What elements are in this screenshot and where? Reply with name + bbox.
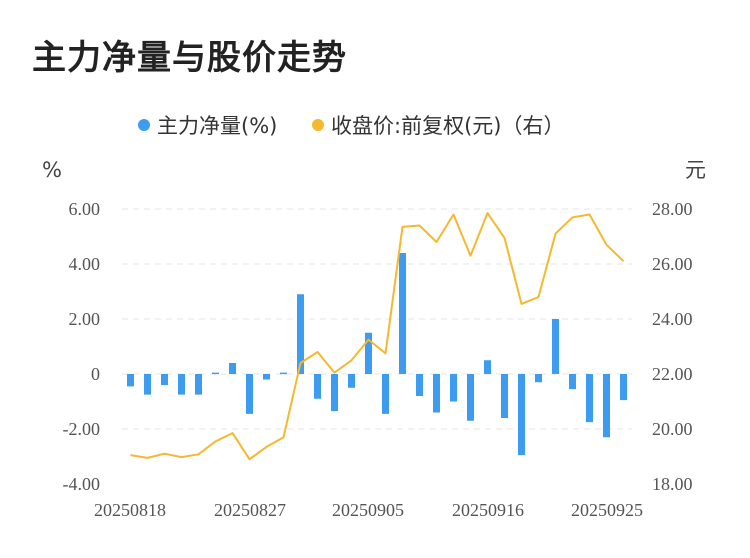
right-tick-label: 26.00 <box>652 254 693 274</box>
net-volume-bar[interactable] <box>467 374 474 421</box>
net-volume-bars <box>127 253 627 456</box>
legend-label-close-price[interactable]: 收盘价:前复权(元)（右） <box>331 114 564 138</box>
left-axis-unit: % <box>42 158 62 182</box>
net-volume-bar[interactable] <box>331 374 338 412</box>
left-axis-ticks: 6.00 4.00 2.00 0 -2.00 -4.00 <box>63 199 101 494</box>
net-volume-bar[interactable] <box>399 253 406 374</box>
net-volume-bar[interactable] <box>314 374 321 399</box>
net-volume-bar[interactable] <box>484 360 491 374</box>
x-tick-label: 20250827 <box>214 500 286 520</box>
net-volume-bar[interactable] <box>365 332 372 374</box>
net-volume-bar[interactable] <box>603 374 610 438</box>
right-axis-unit: 元 <box>685 158 706 182</box>
net-volume-bar[interactable] <box>195 374 202 395</box>
net-volume-bar[interactable] <box>569 374 576 390</box>
left-tick-label: 6.00 <box>69 199 101 219</box>
right-tick-label: 22.00 <box>652 364 693 384</box>
net-volume-bar[interactable] <box>161 374 168 385</box>
net-volume-bar[interactable] <box>280 372 287 375</box>
net-volume-bar[interactable] <box>518 374 525 456</box>
left-tick-label: 4.00 <box>69 254 101 274</box>
right-tick-label: 28.00 <box>652 199 693 219</box>
right-tick-label: 18.00 <box>652 474 693 494</box>
net-volume-bar[interactable] <box>246 374 253 414</box>
legend-label-net-volume[interactable]: 主力净量(%) <box>157 114 277 138</box>
net-volume-bar[interactable] <box>297 294 304 374</box>
x-tick-label: 20250916 <box>452 500 524 520</box>
legend-swatch-close-price <box>312 119 324 131</box>
net-volume-bar[interactable] <box>450 374 457 402</box>
net-volume-bar[interactable] <box>127 374 134 387</box>
x-tick-label: 20250818 <box>94 500 166 520</box>
right-tick-label: 20.00 <box>652 419 693 439</box>
net-volume-bar[interactable] <box>348 374 355 388</box>
left-tick-label: -2.00 <box>63 419 101 439</box>
net-volume-bar[interactable] <box>620 374 627 401</box>
net-volume-bar[interactable] <box>433 374 440 413</box>
chart-title: 主力净量与股价走势 <box>32 38 347 78</box>
net-volume-bar[interactable] <box>501 374 508 418</box>
net-volume-bar[interactable] <box>552 319 559 374</box>
grid-lines <box>122 208 632 430</box>
net-volume-bar[interactable] <box>229 363 236 374</box>
x-tick-label: 20250925 <box>571 500 643 520</box>
net-volume-bar[interactable] <box>144 374 151 395</box>
net-volume-bar[interactable] <box>263 374 270 380</box>
right-axis-ticks: 28.00 26.00 24.00 22.00 20.00 18.00 <box>652 199 693 494</box>
net-volume-bar[interactable] <box>212 372 219 375</box>
legend: 主力净量(%) 收盘价:前复权(元)（右） <box>138 114 564 138</box>
x-axis-ticks: 20250818 20250827 20250905 20250916 20250925 <box>94 500 643 520</box>
net-volume-bar[interactable] <box>178 374 185 395</box>
left-tick-label: -4.00 <box>63 474 101 494</box>
net-volume-bar[interactable] <box>382 374 389 414</box>
close-price-line[interactable] <box>130 212 625 461</box>
net-volume-bar[interactable] <box>535 374 542 383</box>
right-tick-label: 24.00 <box>652 309 693 329</box>
left-tick-label: 0 <box>91 364 100 384</box>
left-tick-label: 2.00 <box>69 309 101 329</box>
net-volume-bar[interactable] <box>586 374 593 423</box>
x-tick-label: 20250905 <box>332 500 404 520</box>
close-price-line-group <box>130 212 625 461</box>
net-volume-bar[interactable] <box>416 374 423 396</box>
legend-swatch-net-volume <box>138 119 150 131</box>
